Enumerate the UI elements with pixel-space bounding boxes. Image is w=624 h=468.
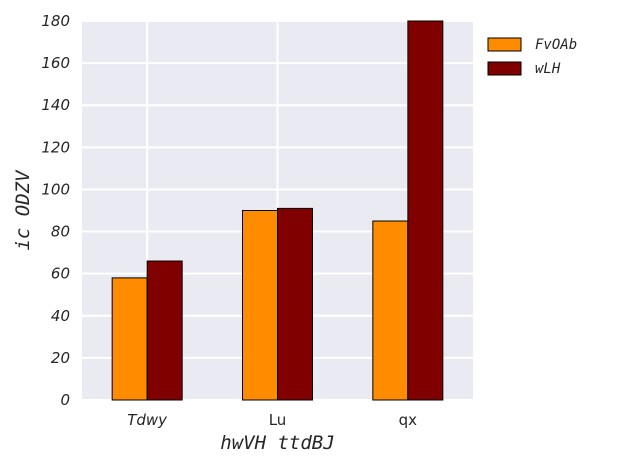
y-tick-label: 0 <box>60 391 70 409</box>
bar-FvOAb-Tdwy <box>111 277 148 401</box>
bar-wLH-Lu <box>277 207 313 401</box>
bar-wLH-qx <box>407 20 444 401</box>
y-tick-label: 40 <box>51 307 70 325</box>
bar-wLH-Tdwy <box>146 260 183 401</box>
x-axis-label: hwVH ttdBJ <box>220 432 334 454</box>
legend-label-FvOAb: FvOAb <box>535 37 577 53</box>
legend: FvOAb wLH <box>487 37 577 77</box>
y-tick-label: 120 <box>41 138 70 156</box>
y-tick-label: 20 <box>51 349 70 367</box>
y-tick-label: 160 <box>41 54 70 72</box>
y-tick-label: 100 <box>41 180 70 198</box>
bar-FvOAb-qx <box>372 220 409 401</box>
bars <box>111 20 444 401</box>
y-tick-label: 60 <box>51 265 70 283</box>
y-axis-label: ic ODZV <box>12 169 34 251</box>
x-tick-label: Tdwy <box>127 411 168 429</box>
y-tick-label: 140 <box>41 96 70 114</box>
x-tick-labels: Tdwy Lu qx <box>127 411 417 429</box>
legend-swatch-wLH <box>487 61 522 76</box>
legend-swatch-FvOAb <box>487 37 522 52</box>
y-tick-labels: 0 20 40 60 80 100 120 140 160 180 <box>41 12 70 409</box>
bar-FvOAb-Lu <box>242 210 278 401</box>
y-tick-label: 180 <box>41 12 70 30</box>
x-tick-label: Lu <box>269 411 287 429</box>
x-tick-label: qx <box>399 411 418 429</box>
legend-label-wLH: wLH <box>535 61 561 77</box>
y-tick-label: 80 <box>51 223 70 241</box>
